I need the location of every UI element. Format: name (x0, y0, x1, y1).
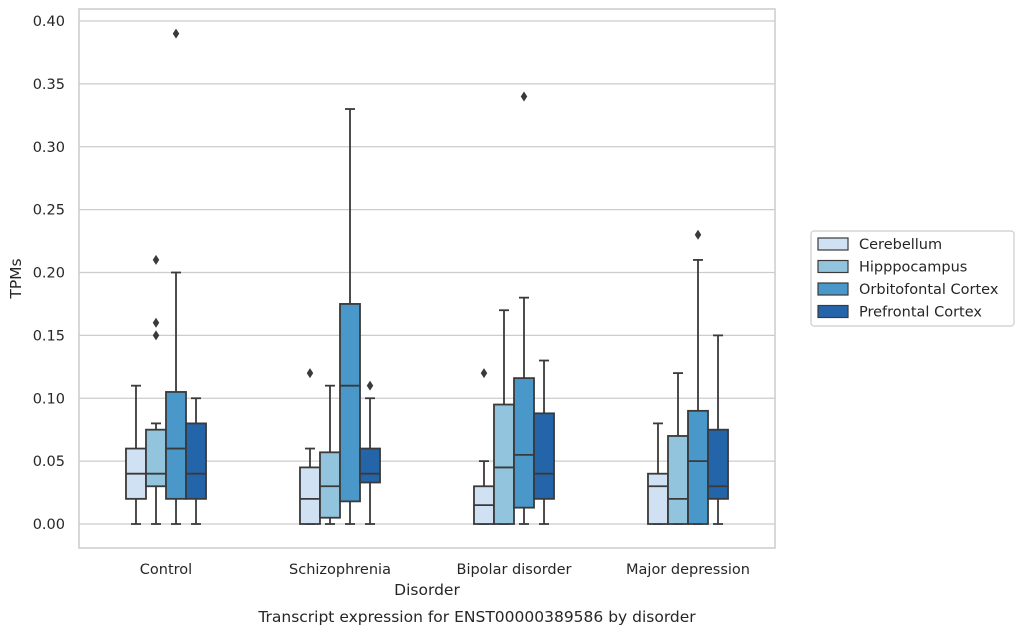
y-tick-label: 0.30 (33, 140, 65, 156)
box-iqr (647, 472, 669, 525)
x-tick-label: Schizophrenia (289, 562, 391, 578)
legend-swatch (817, 259, 849, 274)
legend-frame (810, 230, 1015, 327)
legend-label: Prefrontal Cortex (859, 305, 982, 321)
box (125, 384, 147, 525)
box (667, 372, 689, 525)
box-iqr (493, 403, 515, 525)
box (533, 359, 555, 525)
y-tick-label: 0.00 (33, 517, 65, 533)
legend: Cerebellum Hipppocampus Orbitofontal Corte… (810, 230, 1015, 327)
outlier-point (152, 254, 160, 265)
outlier-point (366, 380, 374, 391)
x-tick-label: Bipolar disorder (457, 562, 572, 578)
x-tick-label: Control (140, 562, 192, 578)
y-tick-label: 0.05 (33, 454, 65, 470)
y-tick-label: 0.20 (33, 266, 65, 282)
legend-swatch (817, 282, 849, 296)
y-tick-label: 0.35 (33, 77, 65, 93)
box-iqr (165, 391, 187, 500)
legend-label: Orbitofontal Cortex (859, 282, 999, 298)
box-iqr (533, 412, 555, 500)
y-tick-label: 0.15 (33, 328, 65, 344)
box (185, 397, 207, 525)
outlier-point (172, 28, 180, 39)
box (319, 384, 341, 525)
box (473, 368, 495, 525)
legend-swatch (817, 237, 849, 251)
box-iqr (319, 451, 341, 519)
box (299, 368, 321, 525)
box-iqr (299, 466, 321, 525)
y-axis-ticks: 0.00 0.05 0.10 0.15 0.20 0.25 0.30 0.35 0.40 (33, 14, 65, 533)
box (513, 91, 535, 525)
outlier-point (152, 330, 160, 341)
outlier-point (520, 91, 528, 102)
y-tick-label: 0.40 (33, 14, 65, 30)
box-iqr (707, 428, 729, 500)
outlier-point (694, 229, 702, 240)
box-iqr (359, 447, 381, 484)
x-axis-ticks: Control Schizophrenia Bipolar disorder Majo… (140, 562, 750, 578)
y-tick-label: 0.25 (33, 203, 65, 219)
outlier-point (480, 368, 488, 379)
outlier-point (152, 317, 160, 328)
box (339, 108, 361, 525)
y-axis-title: TPMs (7, 258, 25, 299)
figure-caption: Transcript expression for ENST0000038958… (257, 608, 696, 626)
box-iqr (687, 409, 709, 525)
y-tick-label: 0.10 (33, 391, 65, 407)
legend-label: Cerebellum (859, 237, 942, 253)
box (647, 422, 669, 525)
box (145, 254, 167, 525)
box-plot-series (125, 28, 729, 525)
box-iqr (513, 377, 535, 509)
plot-frame (78, 8, 776, 549)
box (687, 229, 709, 525)
x-tick-label: Major depression (626, 562, 750, 578)
box (493, 309, 515, 525)
box (359, 380, 381, 525)
box (707, 334, 729, 525)
legend-swatch (817, 304, 849, 319)
outlier-point (306, 368, 314, 379)
legend-label: Hipppocampus (859, 260, 967, 276)
x-axis-title: Disorder (394, 581, 460, 599)
box-iqr (185, 422, 207, 500)
box-iqr (667, 435, 689, 525)
box (165, 28, 187, 525)
box-iqr (339, 303, 361, 503)
box-iqr (145, 428, 167, 488)
